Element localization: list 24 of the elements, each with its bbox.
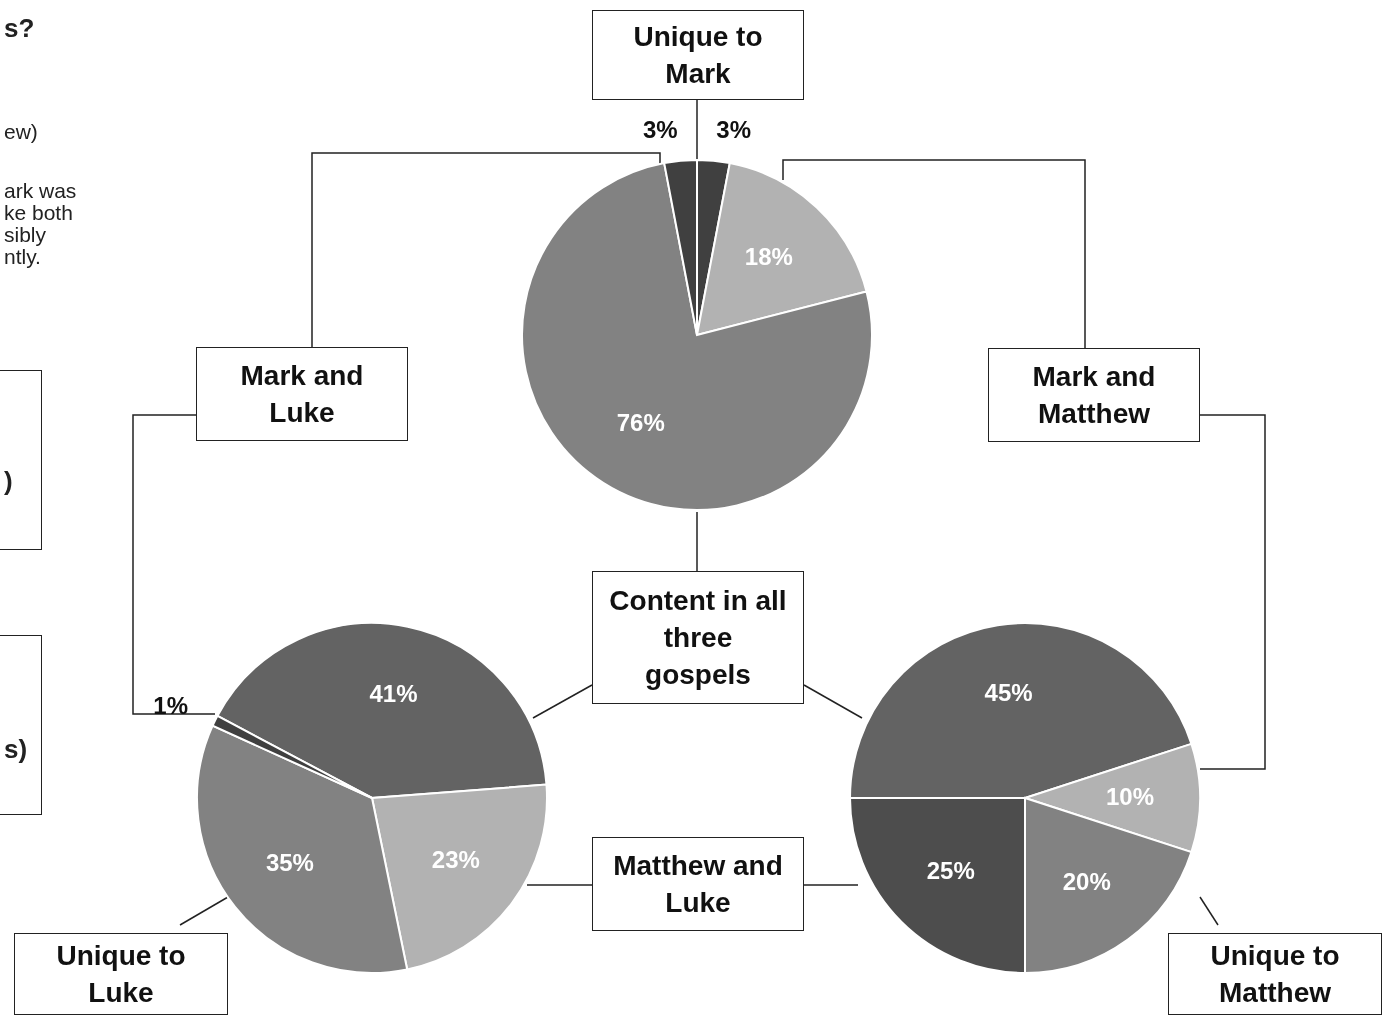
data-label: 1% [153,692,189,720]
data-label: 3% [716,115,751,143]
data-label: 76% [616,408,665,436]
text: ) [4,466,13,496]
data-label: 3% [643,115,678,143]
slice-label: Unique to Luke [14,933,228,1015]
data-label: 23% [431,846,480,874]
slice-label: Mark and Luke [196,347,408,441]
data-label: 20% [1062,867,1111,895]
data-label: 35% [265,848,314,876]
slice-label: Content in all three gospels [592,571,804,704]
text: s? [4,12,35,44]
slice-label: Unique to Matthew [1168,933,1382,1015]
slice-label: Mark and Matthew [988,348,1200,442]
text: s) [4,734,28,764]
slice-label: Matthew and Luke [592,837,804,931]
slice-label: Unique to Mark [592,10,804,100]
data-label: 41% [369,680,418,708]
data-label: 25% [926,857,975,885]
text: ew) [4,120,38,143]
data-label: 18% [744,243,793,271]
text: ark was ke both sibly ntly. [4,179,77,268]
data-label: 10% [1105,783,1155,810]
data-label: 45% [984,679,1033,707]
